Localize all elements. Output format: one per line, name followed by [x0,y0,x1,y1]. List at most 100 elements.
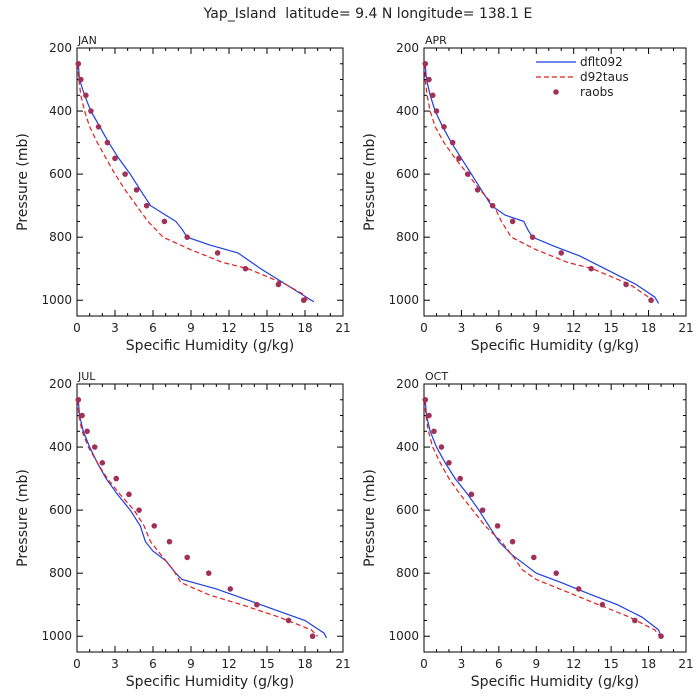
raobs-point [489,202,496,209]
raobs-point [166,538,173,545]
raobs-point [95,124,102,130]
raobs-point [99,460,106,466]
y-axis-title: Pressure (mb) [362,469,378,567]
panel-label: APR [425,34,447,47]
raobs-point [309,633,316,640]
raobs-point [429,92,436,99]
raobs-point [75,396,82,403]
y-tick-label: 600 [49,503,72,517]
raobs-point [588,265,594,272]
raobs-point [623,281,629,288]
raobs-point [285,617,292,624]
raobs-point [658,633,664,640]
raobs-point [530,554,537,561]
y-axis-title: Pressure (mb) [362,133,378,231]
raobs-point [300,297,307,304]
raobs-point [441,124,447,130]
legend-label: d92taus [580,70,629,84]
y-tick-label: 400 [396,104,419,118]
raobs-point [529,234,536,240]
raobs-point [468,491,475,498]
y-tick-label: 1000 [388,629,419,643]
raobs-point [242,265,249,272]
raobs-point [648,297,654,304]
x-tick-label: 21 [335,321,350,335]
raobs-point [151,523,158,529]
raobs-point [632,617,638,624]
raobs-point [184,554,190,561]
raobs-point [133,187,140,193]
y-tick-label: 400 [49,104,72,118]
raobs-point [161,218,168,225]
y-tick-label: 800 [49,566,72,580]
raobs-point [275,281,282,288]
raobs-point [479,507,486,513]
raobs-point [553,570,560,576]
y-tick-label: 800 [396,566,419,580]
d92taus-line [424,399,661,637]
x-tick-label: 18 [297,321,312,335]
raobs-point [184,234,190,240]
raobs-point [422,60,429,67]
panel-label: OCT [425,370,448,383]
x-tick-label: 15 [259,321,274,335]
raobs-point [494,523,501,529]
x-tick-label: 9 [187,321,195,335]
raobs-point [126,491,132,498]
y-tick-label: 400 [49,440,72,454]
x-tick-label: 3 [111,321,119,335]
raobs-point [575,586,582,592]
x-tick-label: 21 [335,657,350,671]
x-tick-label: 12 [566,321,581,335]
y-tick-label: 600 [396,503,419,517]
x-axis-title: Specific Humidity (g/kg) [471,338,639,354]
x-axis-title: Specific Humidity (g/kg) [471,674,639,690]
raobs-point [143,202,150,209]
x-tick-label: 6 [149,657,157,671]
raobs-point [431,428,437,435]
raobs-point [136,507,142,513]
x-tick-label: 12 [221,321,236,335]
y-tick-label: 200 [396,41,419,55]
plot-frame [76,383,344,653]
raobs-point [78,76,84,83]
x-tick-label: 6 [149,321,157,335]
raobs-point [84,428,90,435]
y-tick-label: 1000 [41,629,72,643]
x-tick-label: 15 [604,657,619,671]
panel-oct: OCT 0 3 6 9 12 15 18 21 200 400 600 800 1000 Specific … [362,370,694,690]
plot-frame [423,47,687,317]
d92taus-line [77,63,308,301]
raobs-point [83,92,89,99]
d92taus-line [424,63,654,301]
raobs-point [599,601,606,608]
x-tick-label: 6 [495,321,503,335]
raobs-point [75,60,82,67]
x-tick-label: 9 [532,321,540,335]
raobs-point [79,412,85,419]
y-tick-label: 200 [396,377,419,391]
raobs-point [422,396,429,403]
legend-label: raobs [580,85,614,99]
dflt092-line [77,63,315,303]
x-tick-label: 6 [495,657,503,671]
x-tick-label: 15 [604,321,619,335]
raobs-point [88,108,94,114]
raobs-point [426,412,432,419]
raobs-point [433,108,440,114]
raobs-point [558,250,565,256]
panel-jan: JAN 0 3 6 9 12 15 18 21 200 400 600 800 1000 Specific … [15,34,351,354]
x-tick-label: 3 [458,321,466,335]
x-tick-label: 0 [73,321,81,335]
x-tick-label: 18 [641,321,656,335]
x-tick-label: 18 [297,657,312,671]
raobs-point [438,444,445,450]
plot-frame [76,47,344,317]
x-tick-label: 9 [187,657,195,671]
raobs-point [474,187,481,193]
y-tick-label: 800 [396,230,419,244]
dflt092-line [77,399,328,639]
y-axis-title: Pressure (mb) [15,133,31,231]
raobs-point [227,586,234,592]
x-tick-label: 3 [458,657,466,671]
